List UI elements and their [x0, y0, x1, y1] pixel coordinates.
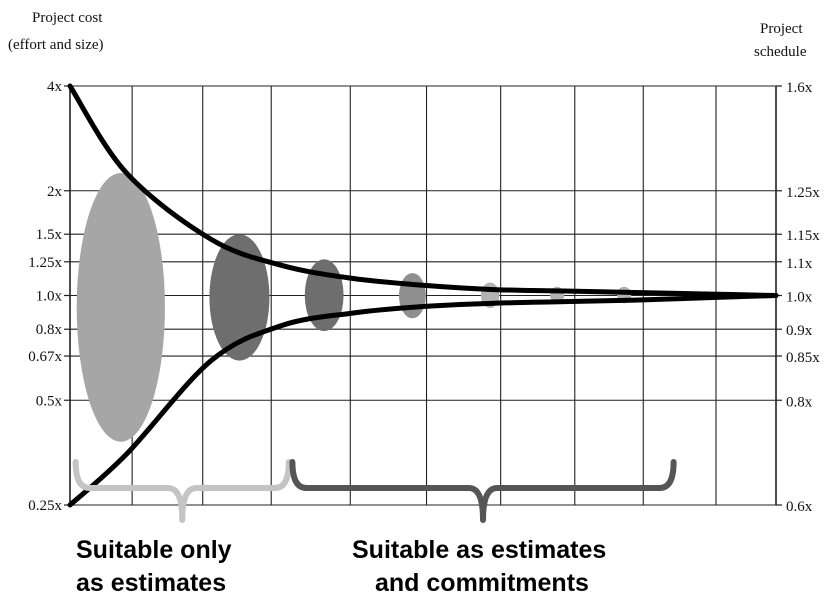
- right-axis-title-line-2: schedule: [754, 44, 807, 60]
- left-tick-label: 0.8x: [36, 322, 63, 338]
- uncertainty-ellipse: [76, 172, 165, 442]
- annotation-2-background: [338, 529, 668, 600]
- right-tick-labels: 1.6x 1.25x 1.15x 1.1x 1.0x 0.9x 0.85x 0.8x 0.6x: [786, 80, 820, 515]
- ellipse-layer: [76, 172, 632, 442]
- right-axis-title-line-1: Project: [760, 21, 803, 37]
- left-tick-labels: 4x 2x 1.5x 1.25x 1.0x 0.8x 0.67x 0.5x 0.25x: [28, 79, 62, 514]
- estimates-bracket: [72, 459, 292, 523]
- right-tick-label: 1.1x: [786, 256, 813, 272]
- left-tick-label: 1.5x: [36, 227, 63, 243]
- right-tick-label: 1.15x: [786, 228, 820, 244]
- left-tick-label: 1.0x: [36, 289, 63, 305]
- right-tick-label: 0.85x: [786, 350, 820, 366]
- left-tick-label: 0.67x: [28, 349, 62, 365]
- left-tick-label: 4x: [47, 79, 63, 95]
- right-tick-label: 1.25x: [786, 185, 820, 201]
- left-tick-label: 2x: [47, 184, 63, 200]
- annotation-1-line-1: Suitable only: [76, 536, 232, 564]
- upper-boundary-line: [67, 83, 779, 298]
- right-tick-label: 1.0x: [786, 290, 813, 306]
- left-tick-label: 0.5x: [36, 393, 63, 409]
- uncertainty-ellipse: [209, 234, 270, 361]
- left-axis-title-line-2: (effort and size): [8, 37, 104, 53]
- right-tick-label: 0.9x: [786, 323, 813, 339]
- annotation-2-line-2: and commitments: [375, 569, 589, 597]
- left-tick-label: 0.25x: [28, 498, 62, 514]
- annotation-1-background: [66, 529, 272, 600]
- annotation-2-line-1: Suitable as estimates: [352, 536, 606, 564]
- left-axis-title-line-1: Project cost: [32, 10, 103, 26]
- grid-layer: [64, 85, 782, 506]
- right-tick-label: 0.8x: [786, 394, 813, 410]
- right-tick-label: 1.6x: [786, 80, 813, 96]
- left-tick-label: 1.25x: [28, 255, 62, 271]
- right-tick-label: 0.6x: [786, 499, 813, 515]
- line-layer: [67, 83, 779, 508]
- uncertainty-ellipse: [398, 273, 426, 319]
- lower-boundary-line: [67, 293, 779, 508]
- bracket-layer: [72, 459, 677, 523]
- commitments-bracket: [289, 459, 677, 523]
- annotation-1-line-2: as estimates: [76, 569, 226, 597]
